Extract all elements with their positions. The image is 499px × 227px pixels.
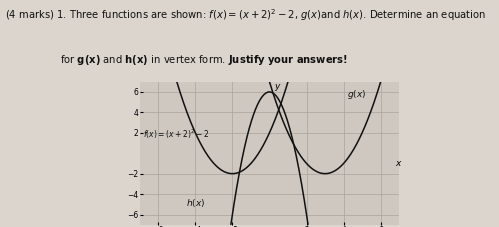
Text: $g(x)$: $g(x)$	[347, 88, 367, 101]
Text: $x$: $x$	[395, 159, 403, 168]
Text: for $\bf{g(x)}$ and $\bf{h(x)}$ in vertex form. $\bf{Justify\ your\ answers!}$: for $\bf{g(x)}$ and $\bf{h(x)}$ in verte…	[60, 54, 348, 67]
Text: $f(x) = (x+2)^2 - 2$: $f(x) = (x+2)^2 - 2$	[143, 128, 210, 141]
Text: (4 marks) 1. Three functions are shown: $f(x) = (x + 2)^2 - 2$, $g(x)$and $h(x)$: (4 marks) 1. Three functions are shown: …	[5, 7, 486, 23]
Text: $h(x)$: $h(x)$	[186, 197, 205, 209]
Text: $y$: $y$	[274, 82, 282, 93]
